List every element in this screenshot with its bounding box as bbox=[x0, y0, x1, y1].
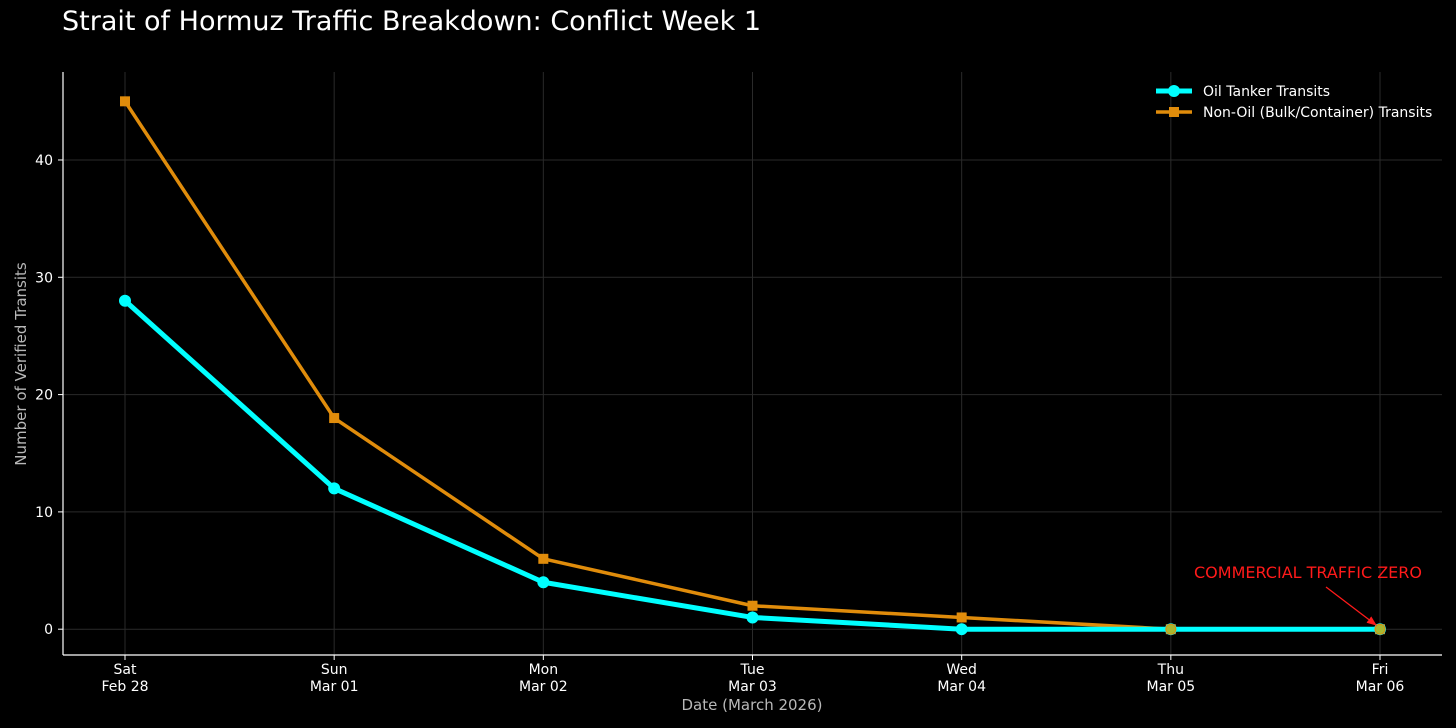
x-tick-label-date: Mar 05 bbox=[1146, 679, 1195, 695]
y-tick-label: 40 bbox=[35, 153, 53, 169]
x-tick-label-day: Fri bbox=[1372, 662, 1389, 678]
x-tick-label-date: Mar 01 bbox=[310, 679, 359, 695]
x-tick-label-date: Mar 04 bbox=[937, 679, 986, 695]
y-tick-label: 0 bbox=[44, 622, 53, 638]
x-tick-label-day: Mon bbox=[529, 662, 559, 678]
overlap-point-zero bbox=[1165, 623, 1177, 635]
x-tick-label-day: Tue bbox=[740, 662, 765, 678]
data-point-non-oil bbox=[747, 600, 758, 611]
x-tick-label-day: Thu bbox=[1157, 662, 1184, 678]
chart-title: Strait of Hormuz Traffic Breakdown: Conf… bbox=[62, 6, 762, 37]
x-tick-label-date: Feb 28 bbox=[101, 679, 148, 695]
legend-label-oil: Oil Tanker Transits bbox=[1203, 84, 1330, 100]
y-tick-label: 20 bbox=[35, 388, 53, 404]
annotation-layer: COMMERCIAL TRAFFIC ZERO bbox=[1194, 563, 1422, 626]
series-layer bbox=[119, 96, 1386, 636]
x-tick-label-day: Wed bbox=[946, 662, 977, 678]
x-tick-label-day: Sat bbox=[114, 662, 137, 678]
x-tick-label-day: Sun bbox=[321, 662, 348, 678]
x-tick-label-date: Mar 03 bbox=[728, 679, 777, 695]
annotation-arrow bbox=[1325, 586, 1377, 626]
legend: Oil Tanker Transits Non-Oil (Bulk/Contai… bbox=[1156, 84, 1432, 121]
x-axis-label: Date (March 2026) bbox=[682, 696, 823, 714]
legend-label-non-oil: Non-Oil (Bulk/Container) Transits bbox=[1203, 105, 1432, 121]
data-point-non-oil bbox=[538, 553, 549, 564]
y-axis-label: Number of Verified Transits bbox=[12, 262, 30, 466]
data-point-non-oil bbox=[329, 413, 340, 424]
annotation-commercial-traffic-zero: COMMERCIAL TRAFFIC ZERO bbox=[1194, 563, 1422, 582]
y-tick-label: 10 bbox=[35, 505, 53, 521]
overlap-point-zero bbox=[1374, 623, 1386, 635]
grid-layer bbox=[63, 72, 1442, 655]
data-point-oil-tanker bbox=[955, 623, 968, 636]
x-tick-label-date: Mar 06 bbox=[1356, 679, 1405, 695]
legend-marker-oil bbox=[1168, 85, 1180, 97]
data-point-oil-tanker bbox=[746, 611, 759, 624]
y-tick-label: 30 bbox=[35, 270, 53, 286]
data-point-non-oil bbox=[120, 96, 130, 107]
data-point-oil-tanker bbox=[537, 576, 550, 589]
x-tick-label-date: Mar 02 bbox=[519, 679, 568, 695]
data-point-oil-tanker bbox=[119, 294, 131, 307]
data-point-non-oil bbox=[956, 612, 967, 623]
data-point-oil-tanker bbox=[328, 482, 341, 495]
legend-marker-non-oil bbox=[1169, 107, 1179, 117]
